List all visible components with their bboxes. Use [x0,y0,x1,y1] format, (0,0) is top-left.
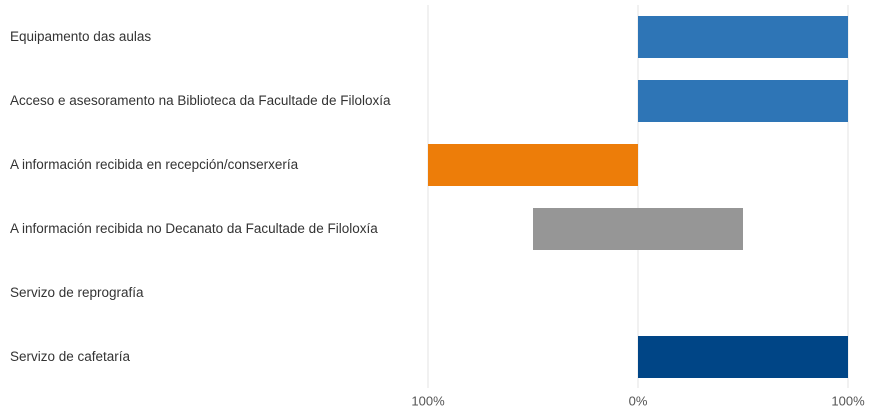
category-label: A información recibida no Decanato da Fa… [10,221,378,236]
category-label: Servizo de reprografía [10,285,144,300]
bar [638,80,848,122]
x-tick-label: 0% [629,393,648,408]
category-label: Equipamento das aulas [10,29,152,44]
category-label: A información recibida en recepción/cons… [10,157,299,172]
bar [533,208,638,250]
x-tick-label: 100% [411,393,445,408]
bar [638,208,743,250]
category-label: Acceso e asesoramento na Biblioteca da F… [10,93,391,108]
bar [638,336,848,378]
x-tick-label: 100% [831,393,865,408]
bar [638,16,848,58]
category-label: Servizo de cafetaría [10,349,131,364]
bar [428,144,638,186]
